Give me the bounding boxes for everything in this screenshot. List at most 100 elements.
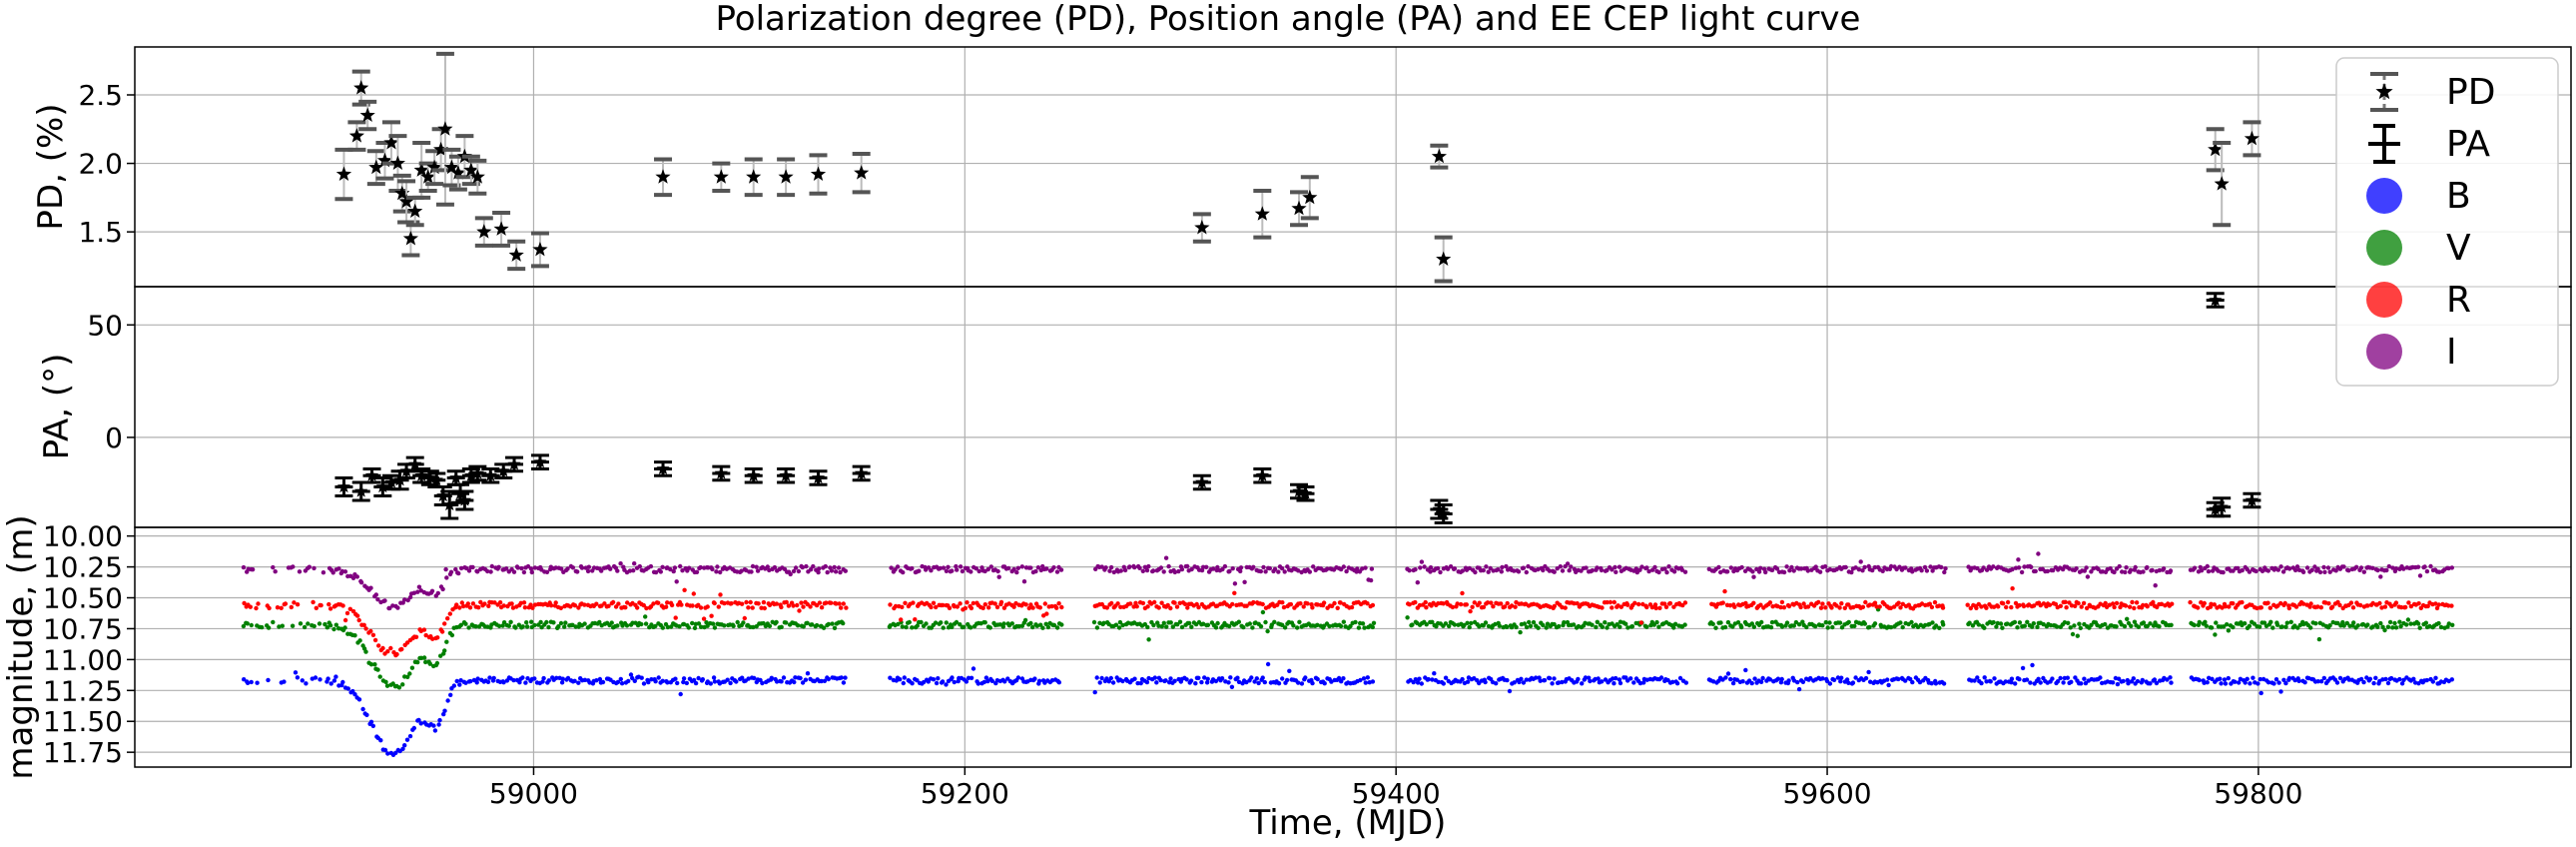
mag-point-B: [1430, 677, 1435, 682]
mag-point-R: [1984, 605, 1989, 610]
mag-point-R: [965, 600, 969, 605]
mag-point-B: [1710, 679, 1716, 684]
mag-point-B: [468, 678, 473, 684]
mag-point-V: [1156, 623, 1161, 628]
mag-point-I: [2393, 566, 2399, 571]
mag-point-V: [2054, 624, 2060, 629]
mag-point-I: [808, 567, 814, 572]
mag-point-I: [796, 568, 802, 574]
mag-point-R: [1996, 604, 2001, 609]
mag-point-V: [1462, 622, 1467, 628]
mag-point-R: [1505, 600, 1510, 606]
mag-point-B: [1850, 680, 1856, 685]
mag-point-B: [1226, 680, 1231, 685]
mag-point-I: [2029, 564, 2034, 569]
mag-point-V: [1682, 622, 1687, 627]
mag-point-I: [1238, 565, 1244, 570]
mag-point-B: [902, 675, 907, 680]
mag-point-R: [698, 605, 704, 610]
mag-point-I: [1307, 569, 1313, 574]
mag-point-R: [1152, 599, 1157, 605]
mag-point-R: [2212, 602, 2217, 607]
mag-point-B: [350, 688, 355, 694]
mag-point-I: [271, 564, 276, 570]
mag-point-B: [936, 676, 941, 681]
mag-point-V: [615, 623, 620, 628]
mag-point-B: [2424, 677, 2429, 683]
mag-point-R: [404, 640, 410, 645]
mag-point-B: [1839, 675, 1844, 680]
mag-point-B: [295, 675, 301, 680]
mag-point-R: [2220, 605, 2225, 610]
mag-point-R: [911, 600, 916, 605]
mag-point-V: [1142, 621, 1148, 627]
mag-point-I: [466, 568, 472, 573]
mag-point-B: [1363, 680, 1369, 685]
mag-point-I: [988, 564, 993, 569]
mag-point-I: [2112, 569, 2117, 575]
mag-point-B: [2036, 676, 2041, 681]
mag-point-I: [976, 568, 981, 574]
mag-point-I: [2358, 565, 2364, 570]
mag-point-B: [1641, 680, 1646, 685]
mag-point-R: [1172, 600, 1177, 605]
mag-point-R: [347, 606, 352, 611]
mag-point-B: [1265, 661, 1271, 667]
mag-point-V: [1213, 625, 1219, 630]
mag-point-R: [1652, 602, 1658, 607]
mag-point-R: [1932, 599, 1938, 605]
mag-point-I: [941, 565, 947, 570]
mag-point-R: [1842, 605, 1848, 610]
mag-point-R: [1968, 605, 1974, 611]
mag-point-V: [2247, 623, 2253, 628]
mag-point-B: [2276, 680, 2281, 685]
mag-point-I: [1666, 564, 1671, 569]
mag-point-I: [823, 563, 828, 569]
mag-point-V: [767, 623, 773, 628]
mag-point-R: [1026, 605, 1032, 611]
mag-point-R: [2058, 603, 2063, 608]
mag-point-R: [1230, 601, 1235, 607]
mag-point-I: [1633, 566, 1639, 571]
mag-point-I: [1279, 565, 1285, 571]
mag-point-R: [829, 600, 834, 605]
mag-point-B: [587, 680, 592, 685]
mag-point-R: [385, 649, 390, 654]
mag-point-V: [1179, 624, 1185, 630]
mag-point-I: [407, 594, 413, 600]
mag-point-I: [2247, 569, 2253, 574]
mag-point-B: [1110, 680, 1116, 685]
mag-point-V: [968, 625, 973, 630]
pd-point: [809, 153, 828, 196]
mag-point-I: [1664, 569, 1669, 575]
mag-point-R: [1509, 603, 1515, 608]
mag-point-R: [1365, 601, 1370, 606]
legend-label: I: [2446, 332, 2457, 373]
mag-point-R: [461, 603, 466, 609]
mag-point-B: [520, 675, 525, 680]
mag-point-I: [307, 564, 312, 569]
mag-point-I: [833, 569, 839, 574]
mag-point-V: [696, 621, 702, 626]
mag-point-I: [444, 575, 449, 580]
mag-point-V: [1825, 625, 1830, 630]
mag-point-R: [2127, 604, 2133, 609]
mag-point-B: [1617, 680, 1623, 686]
mag-point-I: [579, 565, 585, 570]
mag-point-I: [1682, 569, 1688, 574]
mag-point-I: [1897, 564, 1902, 569]
mag-point-R: [311, 599, 316, 605]
mag-point-I: [1756, 569, 1762, 574]
mag-point-I: [1185, 563, 1190, 569]
mag-point-V: [2000, 625, 2005, 630]
pd-y-ticks: 1.52.02.5: [78, 79, 135, 249]
mag-point-I: [1966, 564, 1971, 569]
mag-point-R: [712, 600, 717, 606]
mag-point-I: [1646, 568, 1651, 574]
mag-point-V: [643, 614, 648, 619]
mag-point-R: [2318, 605, 2323, 610]
mag-point-I: [1445, 566, 1451, 571]
mag-point-V: [506, 623, 511, 628]
mag-point-R: [1572, 601, 1577, 606]
mag-point-V: [1161, 620, 1167, 625]
